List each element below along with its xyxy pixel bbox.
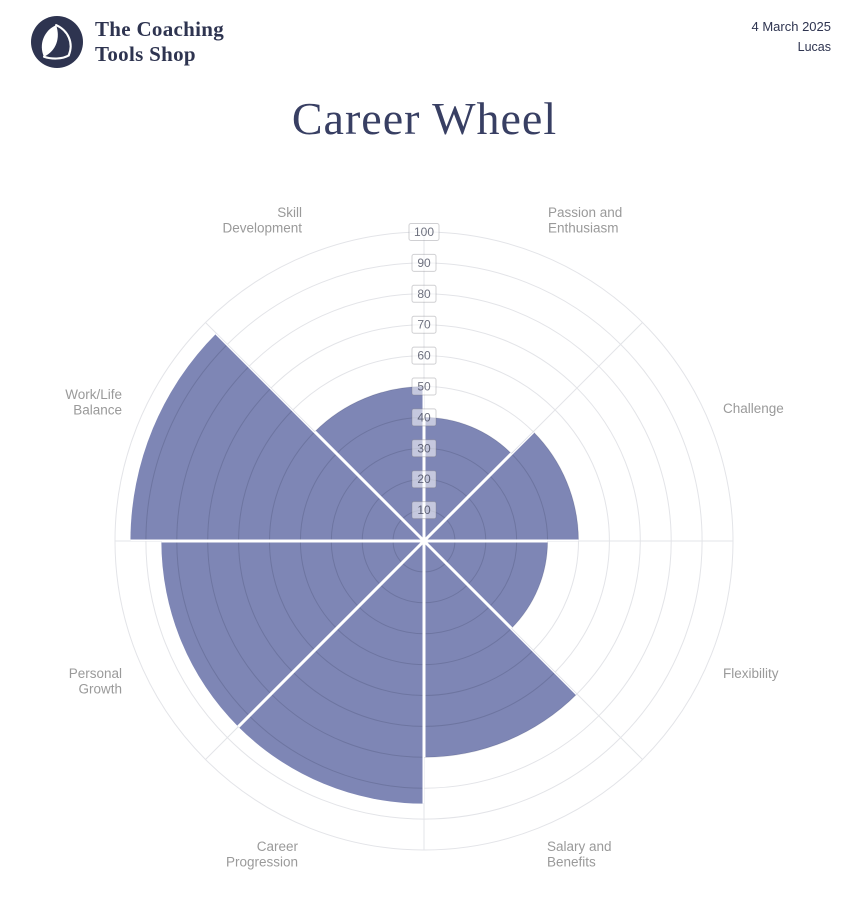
brand-name: The Coaching Tools Shop [95, 17, 224, 67]
svg-text:60: 60 [417, 349, 431, 363]
category-label-salary-and-benefits: Salary and Benefits [547, 839, 612, 870]
wedge-divider [204, 539, 426, 761]
wedge-passion-and-enthusiasm [424, 417, 512, 541]
svg-text:30: 30 [417, 441, 431, 455]
radial-tick-50: 50 [411, 377, 437, 396]
radial-tick-20: 20 [411, 470, 437, 489]
client-name: Lucas [797, 40, 831, 54]
category-label-personal-growth: Personal Growth [69, 666, 122, 697]
wedge-flexibility [424, 541, 548, 629]
report-date: 4 March 2025 [751, 19, 832, 34]
category-label-challenge: Challenge [723, 401, 784, 416]
wedge-work-life-balance [130, 333, 424, 541]
brand-name-line2: Tools Shop [95, 41, 196, 66]
radial-tick-100: 100 [408, 223, 440, 241]
radial-tick-40: 40 [411, 408, 437, 427]
svg-text:40: 40 [417, 410, 431, 424]
leaf-icon [41, 24, 72, 60]
category-label-skill-development: Skill Development [222, 205, 302, 236]
wedge-challenge [424, 431, 579, 541]
brand-name-line1: The Coaching [95, 17, 225, 41]
radial-tick-60: 60 [411, 346, 437, 365]
svg-text:10: 10 [417, 503, 431, 517]
page-title: Career Wheel [291, 93, 558, 144]
category-label-work-life-balance: Work/Life Balance [65, 387, 122, 418]
brand-logo [31, 16, 83, 68]
svg-text:50: 50 [417, 380, 431, 394]
wedge-divider [422, 333, 579, 543]
svg-text:100: 100 [414, 225, 434, 239]
wedge-divider [422, 539, 579, 761]
svg-text:80: 80 [417, 287, 431, 301]
header: The Coaching Tools Shop 4 March 2025 Luc… [0, 0, 849, 80]
wedge-skill-development [314, 386, 424, 541]
radial-tick-30: 30 [411, 439, 437, 458]
svg-text:70: 70 [417, 318, 431, 332]
category-label-flexibility: Flexibility [723, 666, 779, 681]
svg-text:20: 20 [417, 472, 431, 486]
wedge-personal-growth [161, 541, 424, 727]
report-meta: 4 March 2025 Lucas [752, 20, 832, 54]
radial-tick-70: 70 [411, 315, 437, 334]
category-label-passion-and-enthusiasm: Passion and Enthusiasm [548, 205, 622, 236]
radial-tick-80: 80 [411, 284, 437, 303]
radial-tick-90: 90 [411, 253, 437, 272]
category-label-career-progression: Career Progression [226, 839, 299, 870]
svg-text:90: 90 [417, 256, 431, 270]
logo-circle [31, 16, 83, 68]
radial-tick-10: 10 [411, 501, 437, 520]
wedge-salary-and-benefits [424, 541, 577, 758]
wedge-career-progression [238, 541, 424, 804]
